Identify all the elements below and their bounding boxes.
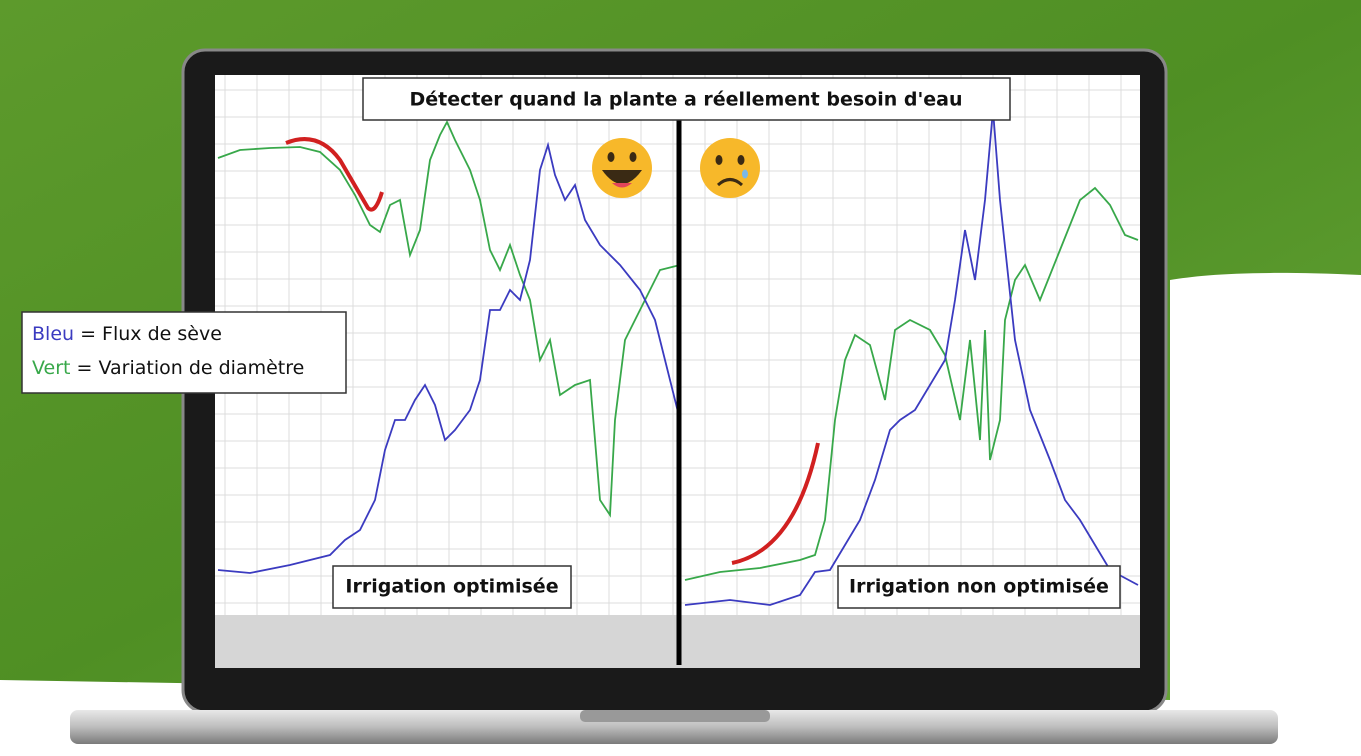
- happy-emoji: [592, 138, 652, 198]
- title: Détecter quand la plante a réellement be…: [409, 89, 962, 111]
- panel-label: Irrigation optimisée: [345, 576, 558, 598]
- sad-emoji: [700, 138, 760, 198]
- panel-label: Irrigation non optimisée: [849, 576, 1109, 598]
- page: Détecter quand la plante a réellement be…: [0, 0, 1361, 756]
- legend-text: = Flux de sève: [80, 323, 222, 345]
- legend-entry: Vert = Variation de diamètre: [32, 357, 304, 379]
- legend-entry: Bleu = Flux de sève: [32, 323, 222, 345]
- laptop-notch: [580, 710, 770, 722]
- legend-key: Vert: [32, 357, 70, 379]
- legend-key: Bleu: [32, 323, 74, 345]
- scene: Détecter quand la plante a réellement be…: [0, 0, 1361, 756]
- legend-text: = Variation de diamètre: [77, 357, 305, 379]
